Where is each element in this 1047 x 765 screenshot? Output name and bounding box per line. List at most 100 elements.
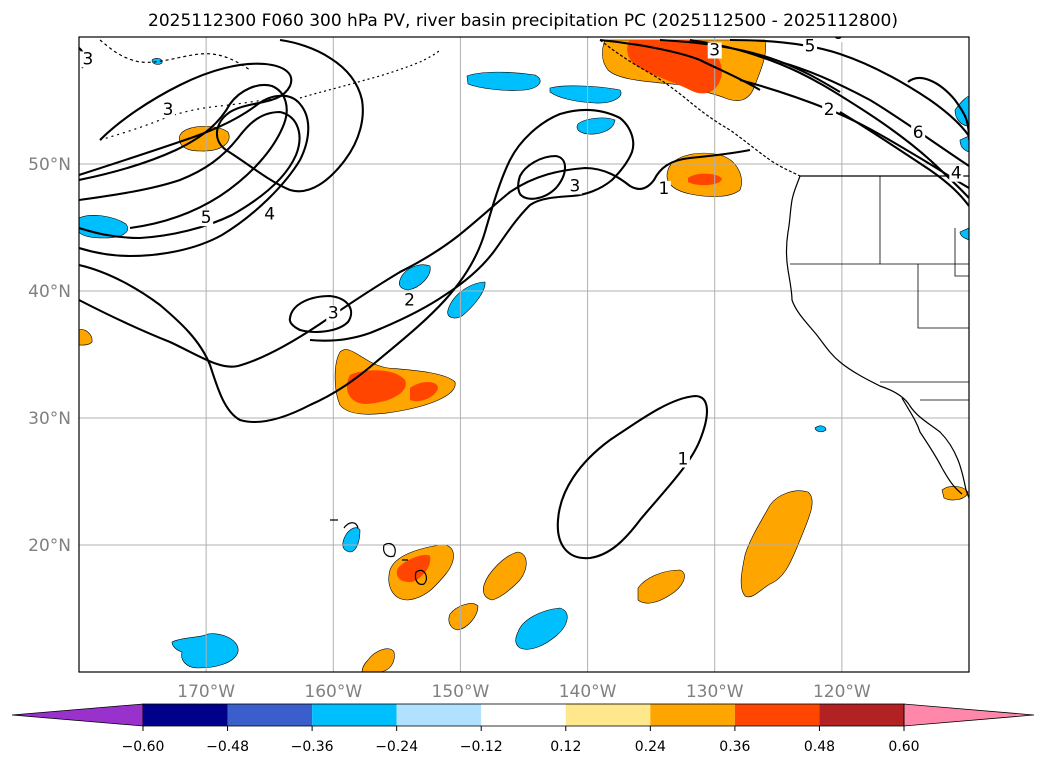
precip-positive-region [637,569,685,604]
lon-tick-label: 160°W [304,682,362,702]
colorbar-extend-min [11,703,144,727]
lon-tick-label: 130°W [686,682,744,702]
contour-label: 3 [328,303,339,323]
contour-label-halo [831,37,846,42]
precip-positive-region [79,329,93,346]
colorbar-segment [312,704,397,726]
precip-negative-region [466,71,541,91]
lon-tick-label: 120°W [813,682,871,702]
contour-label-halo [656,180,671,197]
pv-contour-4-west [79,110,301,240]
precip-strong-region [627,40,722,94]
pv-contour-3-mid [517,154,567,200]
pv-contour-4-north [779,60,969,167]
precip-positive-region [448,603,479,631]
colorbar-tick-label: 0.24 [635,739,666,755]
precip-negative-region [814,425,827,433]
gridlines [79,37,969,672]
colorbar-segment [143,704,228,726]
contour-label: 5 [805,37,816,57]
contour-label: 4 [264,204,275,224]
contour-label-halo [949,165,964,182]
pv-contour-4-north-b [839,111,969,207]
precip-negative-region [576,117,616,135]
contour-label: 2 [404,291,415,311]
aleutian-coast [299,49,441,99]
contour-label-halo [161,102,175,119]
colorbar-segment [734,704,820,726]
colorbar-tick-label: −0.12 [460,739,503,755]
precip-negative-region [959,135,969,153]
pv-contour-1-south [556,394,708,560]
latitude-labels: 20°N 30°N 40°N 50°N [28,155,71,556]
contour-label: 5 [201,208,212,228]
contour-label-halo [803,38,818,55]
precip-positive-region [941,486,969,501]
pv-contour-3-small [288,294,353,333]
lat-tick-label: 50°N [28,155,71,175]
colorbar-tick-label: −0.36 [291,739,334,755]
contour-label-halo [567,178,582,195]
contour-label: 6 [833,24,844,44]
colorbar-segment [481,704,566,726]
pv-contour-5-north-b [689,38,969,199]
contour-label-halo [402,292,417,309]
map-frame [78,36,970,673]
contour-label-halo [675,451,690,468]
lat-tick-label: 40°N [28,282,71,302]
lat-tick-label: 20°N [28,536,71,556]
colorbar-segment [819,704,904,726]
longitude-labels: 170°W 160°W 150°W 140°W 130°W 120°W [177,682,871,702]
pv-contours [79,38,969,560]
colorbar-tick-label: −0.60 [122,739,165,755]
lat-tick-label: 30°N [28,409,71,429]
contour-label: 6 [913,123,924,143]
north-america-coast [785,175,969,499]
borders [790,175,969,401]
contour-label-halo [326,305,341,322]
precip-strong-region [688,173,722,186]
pv-contour-3-north [599,38,761,91]
contour-label-halo [80,51,95,68]
contour-label: 2 [824,100,835,120]
lon-tick-label: 140°W [559,682,617,702]
contour-label-halo [822,102,837,119]
colorbar: −0.60 −0.48 −0.36 −0.24 −0.12 0.12 0.24 0.36 0.4… [11,703,1035,755]
pv-contour-2-west [79,94,310,258]
alaska-peninsula [99,39,251,71]
colorbar-extend-max [903,703,1035,727]
aleutian-coast-west [99,97,281,141]
colorbar-tick-label: −0.48 [206,739,249,755]
precip-shading [79,39,969,672]
precip-negative-region [515,607,568,650]
precip-negative-region [398,264,431,291]
precip-strong-region [396,554,431,583]
contour-label: 3 [163,100,174,120]
contour-label: 4 [951,164,962,184]
contour-label: 1 [658,179,669,199]
colorbar-tick-label: −0.24 [375,739,418,755]
chart-title: 2025112300 F060 300 hPa PV, river basin … [148,11,898,31]
colorbar-tick-label: 0.60 [888,739,919,755]
pv-contour-5-north [659,38,841,93]
contour-label-halo [199,210,214,227]
coastlines [99,39,969,585]
precip-positive-region [361,648,395,672]
precip-negative-region [151,58,163,65]
precip-negative-region [549,85,622,104]
precip-positive-region [482,551,527,601]
contour-label: 3 [709,41,720,61]
pv-contour-5-west [79,84,288,230]
contour-label: 3 [82,49,93,69]
contour-label-halo [911,125,926,142]
pv-contour-2 [79,108,635,424]
pv-contour-6-north [729,38,969,137]
colorbar-segment [565,704,651,726]
colorbar-tick-label: 0.36 [719,739,750,755]
baja-coast [901,397,963,495]
pv-contour-6-loop [907,77,969,141]
lon-tick-label: 150°W [432,682,490,702]
